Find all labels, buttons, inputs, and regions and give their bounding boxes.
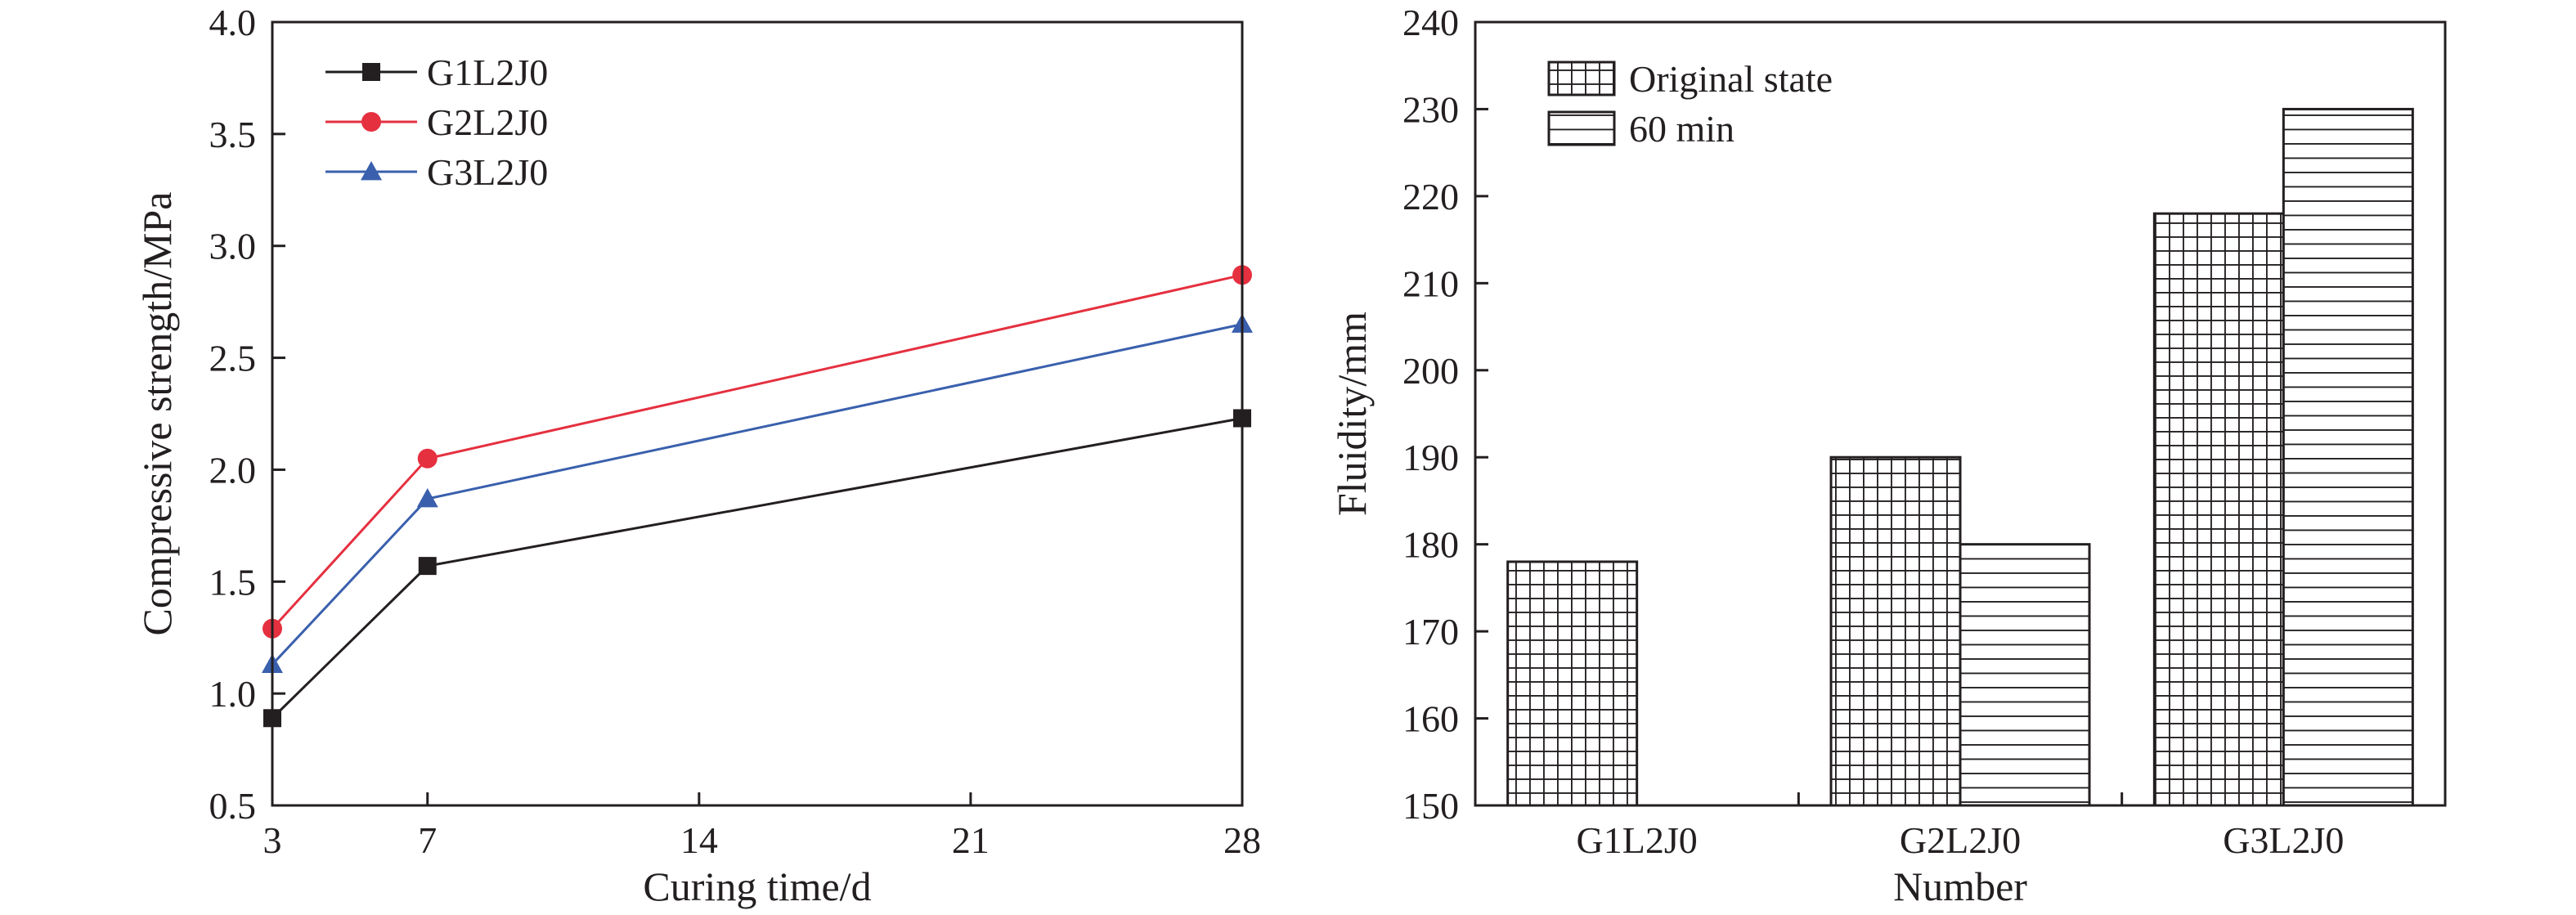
right-y-tick-label: 190 <box>1402 437 1459 478</box>
right-chart-bars <box>1506 107 2414 807</box>
left-x-tick-label: 21 <box>952 819 990 861</box>
left-y-tick-label: 0.5 <box>209 785 257 827</box>
left-plot-frame <box>271 20 1244 807</box>
left-x-tick-label: 14 <box>680 819 718 861</box>
legend-label-G1L2J0: G1L2J0 <box>427 52 548 93</box>
left-x-tick-label: 3 <box>263 819 282 861</box>
legend-marker-G2L2J0 <box>361 112 381 132</box>
right-x-tick-label: G1L2J0 <box>1577 819 1698 861</box>
left-chart-legend: G1L2J0 G2L2J0 G3L2J0 <box>325 52 548 193</box>
right-y-tick-label: 220 <box>1402 176 1459 218</box>
legend-label-Original state: Original state <box>1629 58 1833 100</box>
right-x-tick-label: G2L2J0 <box>1900 819 2021 861</box>
right-y-tick-label: 170 <box>1402 611 1459 653</box>
left-chart-series <box>262 265 1253 728</box>
left-y-tick-label: 4.0 <box>209 2 257 43</box>
legend-marker-G3L2J0 <box>361 161 382 181</box>
right-x-tick-label: G3L2J0 <box>2223 819 2344 861</box>
compressive-strength-chart: 3 7 14 21 28 0.5 1.0 1.5 2.0 2.5 3.0 3.5 4.0 Curing … <box>134 2 1261 909</box>
bar-G2L2J0-Original state <box>1829 455 1962 807</box>
left-chart-ticks: 3 7 14 21 28 0.5 1.0 1.5 2.0 2.5 3.0 3.5 4.0 <box>209 2 1262 861</box>
right-y-tick-label: 180 <box>1402 524 1459 566</box>
legend-swatch-Original state <box>1547 61 1616 96</box>
legend-marker-G1L2J0 <box>362 63 380 81</box>
series-line-G3L2J0 <box>271 323 1243 666</box>
legend-label-60 min: 60 min <box>1629 108 1735 150</box>
left-x-tick-label: 28 <box>1223 819 1261 861</box>
left-x-axis-title: Curing time/d <box>643 863 871 909</box>
data-point-G3L2J0-7 <box>416 488 438 508</box>
left-y-tick-label: 3.5 <box>209 114 257 155</box>
left-y-axis-title: Compressive strength/MPa <box>134 191 180 635</box>
right-y-tick-label: 160 <box>1402 698 1459 740</box>
fluidity-chart: 150 160 170 180 190 200 210 220 230 240 G1L2J0 G2L2… <box>1329 2 2447 909</box>
right-y-tick-label: 230 <box>1402 88 1459 130</box>
series-line-G1L2J0 <box>271 416 1243 720</box>
right-y-tick-label: 200 <box>1402 350 1459 392</box>
legend-swatch-60 min <box>1547 110 1616 146</box>
right-y-axis-title: Fluidity/mm <box>1329 312 1375 516</box>
right-y-tick-label: 240 <box>1402 2 1459 43</box>
bar-G1L2J0-Original state <box>1506 560 1639 807</box>
left-y-tick-label: 1.5 <box>209 561 257 603</box>
left-y-tick-label: 2.5 <box>209 338 257 379</box>
left-y-tick-label: 2.0 <box>209 449 257 491</box>
right-y-tick-label: 210 <box>1402 262 1459 304</box>
bar-G2L2J0-60 min <box>1959 543 2091 807</box>
bar-G3L2J0-60 min <box>2282 107 2414 807</box>
left-y-tick-label: 3.0 <box>209 226 257 267</box>
left-y-tick-label: 1.0 <box>209 673 257 715</box>
bar-G3L2J0-Original state <box>2152 212 2285 807</box>
data-point-G2L2J0-7 <box>417 448 438 469</box>
legend-label-G3L2J0: G3L2J0 <box>427 151 548 193</box>
right-chart-legend: Original state 60 min <box>1547 58 1833 150</box>
right-chart-ticks: 150 160 170 180 190 200 210 220 230 240 G1L2J0 G2L2… <box>1402 2 2344 861</box>
right-x-axis-title: Number <box>1893 863 2027 909</box>
legend-label-G2L2J0: G2L2J0 <box>427 101 548 143</box>
data-point-G1L2J0-7 <box>418 557 437 576</box>
right-plot-frame <box>1474 20 2447 807</box>
right-y-tick-label: 150 <box>1402 785 1459 827</box>
left-x-tick-label: 7 <box>418 819 437 861</box>
